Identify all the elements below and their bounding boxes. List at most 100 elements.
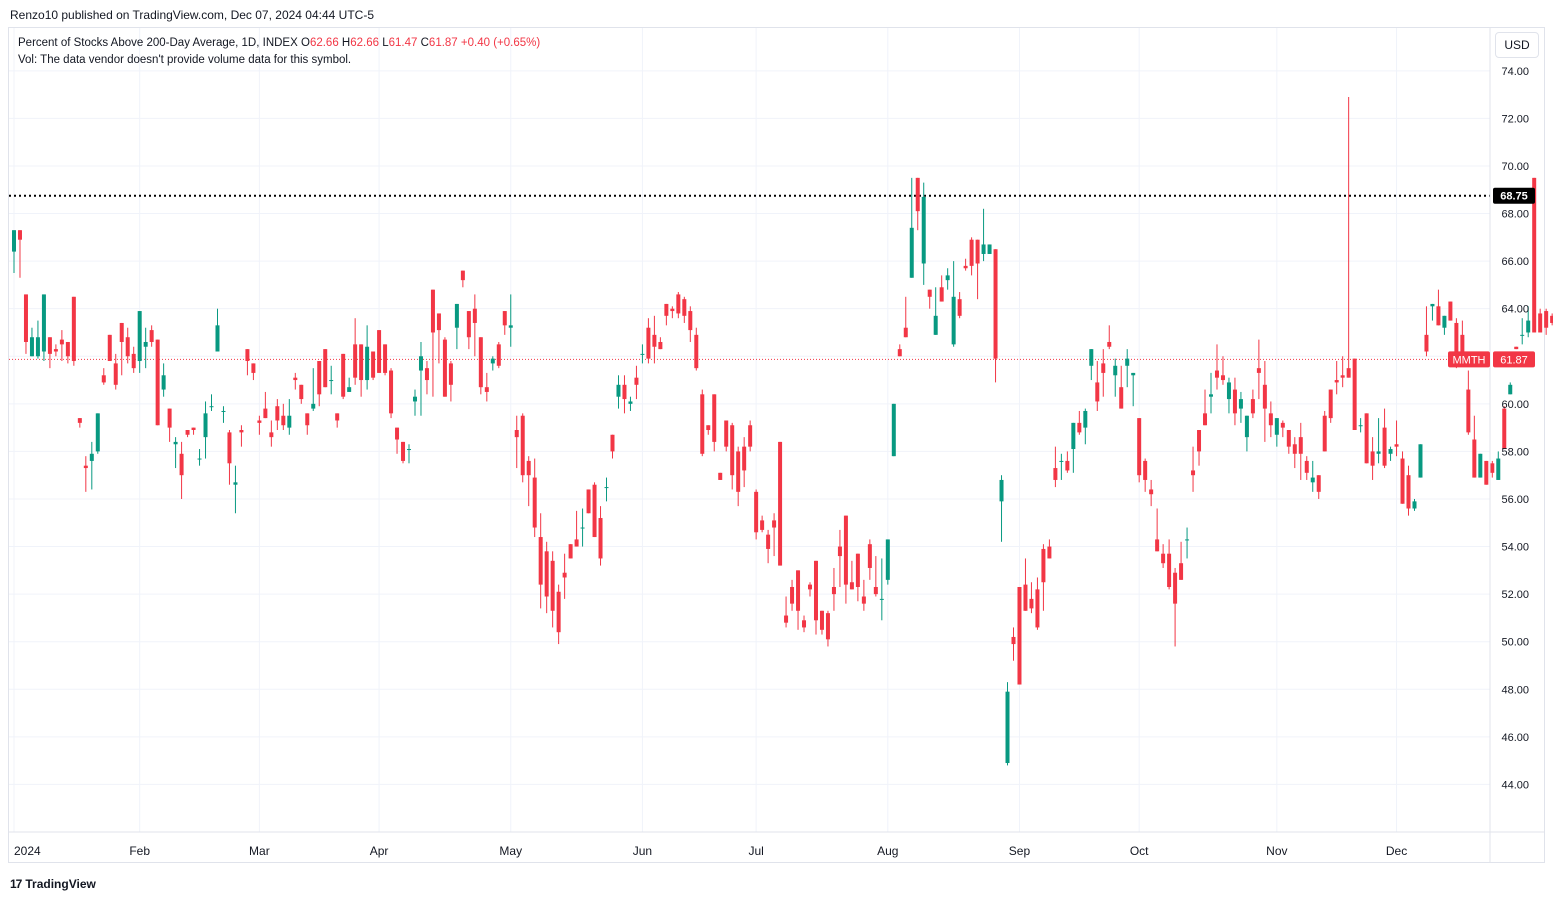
candle bbox=[646, 318, 651, 364]
candle bbox=[766, 529, 771, 564]
candle bbox=[1418, 444, 1423, 478]
candle bbox=[987, 244, 992, 254]
candle-body bbox=[371, 351, 376, 378]
candle-body bbox=[676, 294, 681, 314]
candle-body bbox=[125, 337, 130, 357]
candle bbox=[760, 515, 765, 533]
candle-body bbox=[784, 615, 789, 623]
candle bbox=[1286, 430, 1291, 454]
candle bbox=[712, 394, 717, 452]
candle-body bbox=[652, 334, 657, 347]
candle bbox=[401, 441, 406, 464]
candle-body bbox=[640, 353, 645, 355]
candle-body bbox=[1125, 358, 1130, 366]
candle bbox=[77, 418, 82, 428]
candle-body bbox=[1460, 334, 1465, 362]
candle bbox=[1334, 361, 1339, 395]
candle bbox=[83, 456, 88, 492]
tradingview-logo-icon: 17 bbox=[10, 877, 22, 891]
candle bbox=[1430, 303, 1435, 321]
candle-body bbox=[12, 230, 16, 252]
candle-body bbox=[395, 427, 400, 440]
candle-body bbox=[808, 584, 813, 590]
candle-body bbox=[1059, 460, 1064, 462]
candle-body bbox=[245, 349, 250, 362]
candle-body bbox=[1179, 563, 1184, 580]
candle-body bbox=[1047, 546, 1052, 559]
last-price-label-bg bbox=[1493, 351, 1535, 368]
candle bbox=[1185, 527, 1190, 559]
candle-body bbox=[53, 349, 58, 352]
candle bbox=[418, 341, 423, 416]
candle-body bbox=[287, 415, 292, 428]
candle-body bbox=[1538, 313, 1543, 333]
candle bbox=[1496, 451, 1501, 480]
candle bbox=[849, 560, 854, 590]
horizontal-line-layer bbox=[9, 194, 1490, 360]
candle bbox=[1214, 344, 1219, 390]
candle-body bbox=[1119, 387, 1124, 409]
candle-body bbox=[478, 337, 483, 388]
symbol-tag: MMTH bbox=[1453, 354, 1486, 366]
candle bbox=[1107, 325, 1112, 350]
candle bbox=[514, 415, 519, 469]
candle-body bbox=[790, 586, 795, 604]
candle-body bbox=[1095, 382, 1100, 402]
candle bbox=[508, 294, 513, 347]
y-tick-label: 50.00 bbox=[1501, 637, 1529, 649]
candle bbox=[1316, 475, 1321, 499]
candle bbox=[137, 311, 142, 373]
candle bbox=[855, 553, 860, 602]
candle-body bbox=[418, 356, 423, 371]
candle-body bbox=[77, 418, 82, 423]
candle bbox=[628, 396, 633, 411]
candle bbox=[41, 294, 46, 362]
candle-body bbox=[1406, 475, 1411, 509]
candle-body bbox=[1107, 341, 1112, 347]
candle-body bbox=[1514, 346, 1519, 350]
candle bbox=[1053, 446, 1058, 488]
candle-body bbox=[1370, 451, 1375, 466]
candle bbox=[125, 327, 130, 364]
candle bbox=[802, 615, 807, 633]
candle-body bbox=[1520, 334, 1525, 336]
currency-button[interactable]: USD bbox=[1495, 32, 1539, 58]
candle bbox=[921, 182, 926, 285]
candle-body bbox=[574, 539, 579, 547]
candle-body bbox=[1310, 477, 1315, 483]
candle-body bbox=[1143, 460, 1148, 480]
candle bbox=[101, 368, 106, 385]
candle bbox=[574, 510, 579, 547]
candle bbox=[837, 529, 842, 587]
candle bbox=[95, 413, 100, 454]
footer-brand[interactable]: 17 TradingView bbox=[10, 877, 96, 891]
candle-body bbox=[1466, 389, 1471, 433]
legend-high-label: H bbox=[341, 37, 351, 49]
candle-body bbox=[83, 465, 88, 469]
candle-body bbox=[233, 482, 238, 485]
candle-body bbox=[1011, 636, 1016, 645]
candle bbox=[35, 320, 40, 359]
candle bbox=[1047, 539, 1052, 559]
candle-body bbox=[526, 460, 531, 476]
candle-body bbox=[1292, 444, 1297, 454]
candle bbox=[742, 437, 747, 488]
candle-body bbox=[275, 406, 280, 421]
candle bbox=[460, 270, 465, 288]
candle-body bbox=[347, 387, 352, 392]
candle bbox=[1131, 372, 1136, 407]
candle bbox=[1436, 289, 1441, 326]
candle bbox=[784, 596, 789, 628]
candle bbox=[634, 365, 639, 400]
volume-note: Vol: The data vendor doesn't provide vol… bbox=[18, 54, 352, 66]
candle bbox=[969, 237, 974, 276]
candle bbox=[442, 337, 447, 397]
candle-body bbox=[1328, 389, 1333, 419]
candle bbox=[227, 430, 232, 485]
candle-body bbox=[1508, 384, 1513, 395]
candle-body bbox=[1388, 449, 1393, 454]
candle bbox=[71, 296, 76, 366]
candle-body bbox=[616, 384, 621, 397]
candle bbox=[269, 420, 274, 447]
